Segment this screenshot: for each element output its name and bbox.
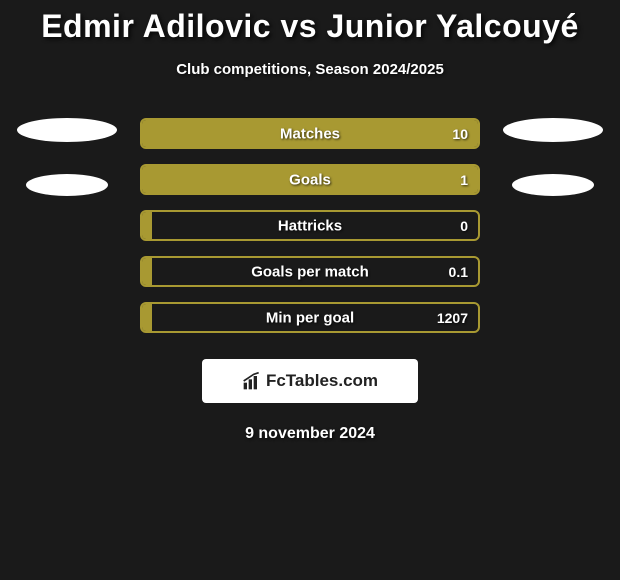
left-player-placeholder <box>12 118 122 196</box>
stat-right-value: 0 <box>460 218 468 234</box>
stat-row-hattricks: Hattricks 0 <box>140 210 480 241</box>
comparison-card: Edmir Adilovic vs Junior Yalcouyé Club c… <box>0 0 620 443</box>
stats-area: Matches 10 Goals 1 Hattricks 0 Goals per… <box>0 118 620 333</box>
right-player-placeholder <box>498 118 608 196</box>
stat-label: Min per goal <box>266 309 354 326</box>
chart-icon <box>242 371 262 391</box>
stat-label: Hattricks <box>278 217 342 234</box>
stat-right-value: 1207 <box>437 310 468 326</box>
ellipse-decoration <box>17 118 117 142</box>
stat-right-value: 0.1 <box>449 264 468 280</box>
page-title: Edmir Adilovic vs Junior Yalcouyé <box>0 8 620 45</box>
stat-row-min-per-goal: Min per goal 1207 <box>140 302 480 333</box>
bar-fill <box>142 258 152 285</box>
stat-row-goals-per-match: Goals per match 0.1 <box>140 256 480 287</box>
subtitle: Club competitions, Season 2024/2025 <box>0 61 620 78</box>
ellipse-decoration <box>503 118 603 142</box>
stat-label: Goals per match <box>251 263 369 280</box>
stat-row-matches: Matches 10 <box>140 118 480 149</box>
stat-label: Goals <box>289 171 331 188</box>
bar-fill <box>142 304 152 331</box>
stat-label: Matches <box>280 125 340 142</box>
ellipse-decoration <box>512 174 594 196</box>
ellipse-decoration <box>26 174 108 196</box>
brand-name: FcTables.com <box>266 371 378 391</box>
bar-fill <box>142 212 152 239</box>
stat-right-value: 10 <box>452 126 468 142</box>
snapshot-date: 9 november 2024 <box>0 425 620 443</box>
brand-badge[interactable]: FcTables.com <box>202 359 418 403</box>
stat-bars: Matches 10 Goals 1 Hattricks 0 Goals per… <box>140 118 480 333</box>
stat-right-value: 1 <box>460 172 468 188</box>
stat-row-goals: Goals 1 <box>140 164 480 195</box>
